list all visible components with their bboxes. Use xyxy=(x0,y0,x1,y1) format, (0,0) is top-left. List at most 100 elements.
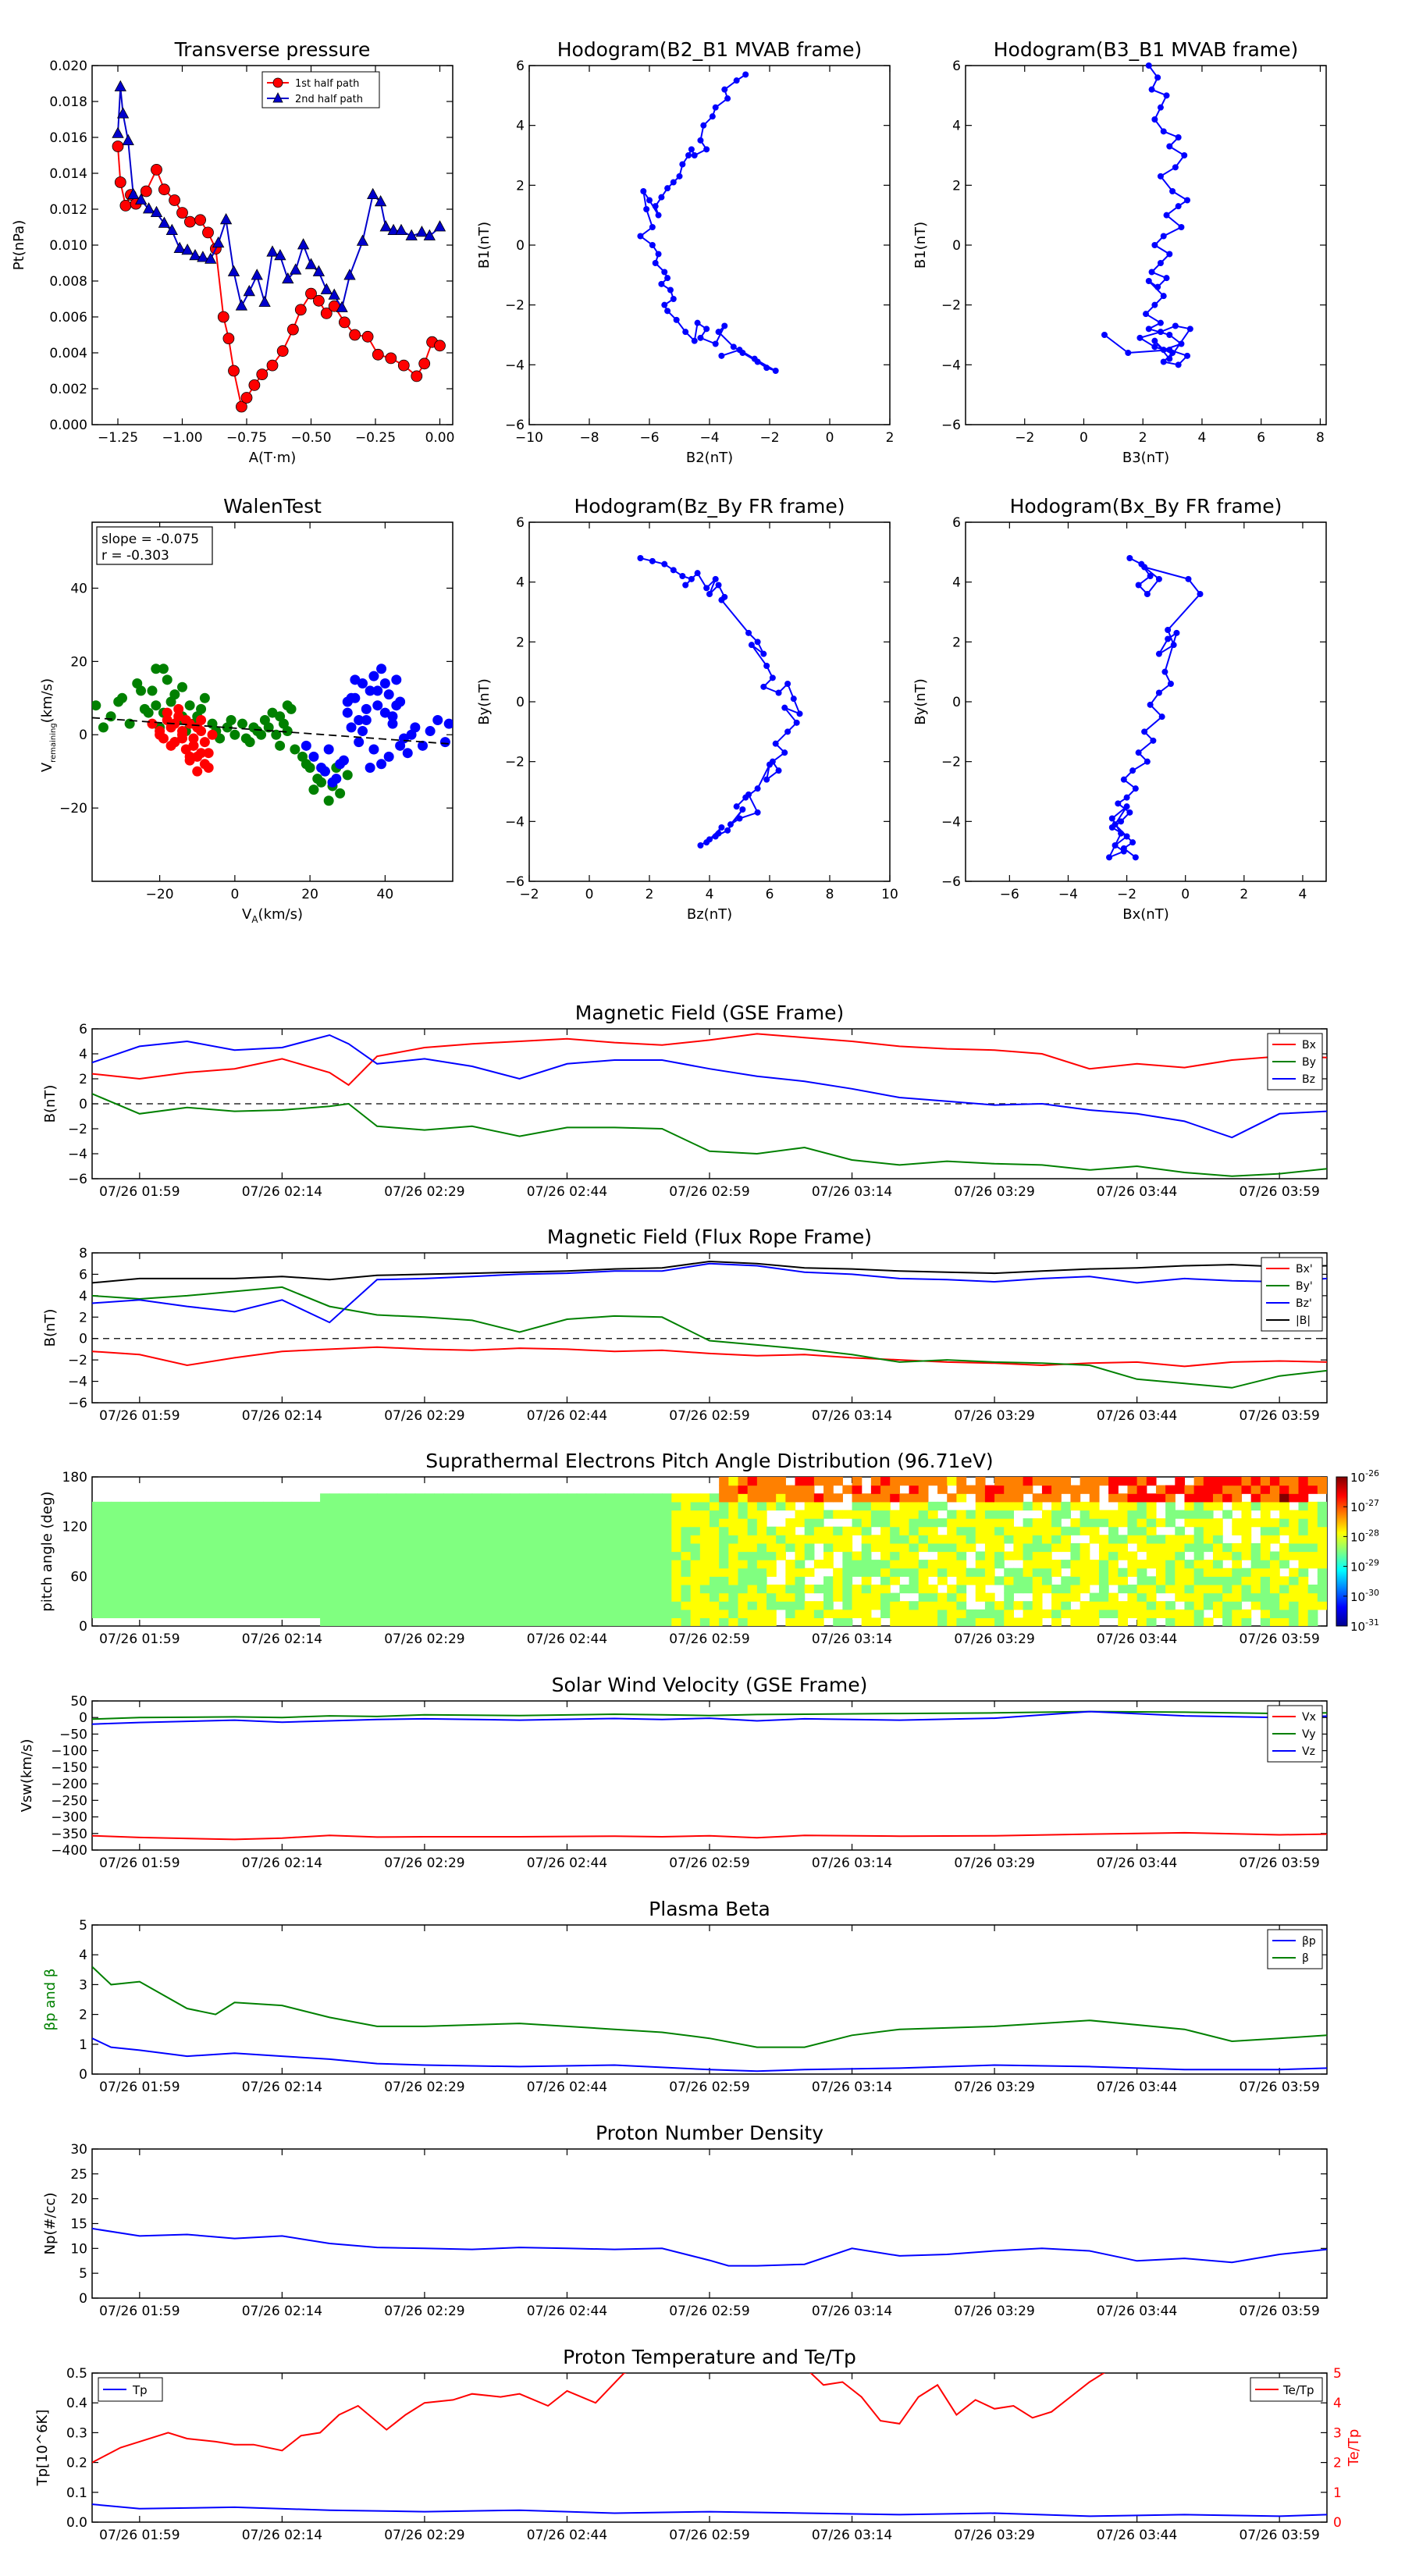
heatmap-cell xyxy=(462,1518,473,1528)
heatmap-cell xyxy=(1004,1477,1015,1486)
heatmap-cell xyxy=(785,1493,796,1503)
heatmap-cell xyxy=(1080,1617,1090,1626)
heatmap-cell xyxy=(111,1584,122,1594)
heatmap-cell xyxy=(196,1592,207,1602)
heatmap-cell xyxy=(548,1501,558,1511)
heatmap-cell xyxy=(899,1542,910,1553)
y-tick-label: 2 xyxy=(79,1310,87,1325)
heatmap-cell xyxy=(443,1584,454,1594)
heatmap-cell xyxy=(1203,1560,1214,1569)
y-axis-label: B(nT) xyxy=(42,1309,59,1347)
heatmap-cell xyxy=(738,1526,749,1535)
heatmap-cell xyxy=(443,1526,454,1535)
heatmap-cell xyxy=(1136,1510,1147,1519)
heatmap-cell xyxy=(377,1518,387,1528)
heatmap-cell xyxy=(1307,1501,1318,1511)
scatter-point xyxy=(308,785,319,795)
heatmap-cell xyxy=(282,1518,293,1528)
heatmap-cell xyxy=(348,1551,359,1560)
data-point xyxy=(646,197,653,204)
heatmap-cell xyxy=(177,1501,188,1511)
heatmap-cell xyxy=(329,1567,340,1577)
heatmap-cell xyxy=(424,1493,435,1503)
heatmap-cell xyxy=(671,1510,682,1519)
heatmap-cell xyxy=(310,1567,321,1577)
y-tick-label: 0.5 xyxy=(66,2366,87,2382)
heatmap-cell xyxy=(1193,1560,1204,1569)
x-tick-label: 8 xyxy=(1316,430,1325,446)
data-point xyxy=(304,258,318,269)
heatmap-cell xyxy=(1155,1576,1166,1585)
heatmap-cell xyxy=(377,1609,387,1618)
heatmap-cell xyxy=(918,1567,929,1577)
heatmap-cell xyxy=(206,1526,216,1535)
heatmap-cell xyxy=(263,1584,273,1594)
heatmap-cell xyxy=(348,1584,359,1594)
heatmap-cell xyxy=(652,1542,663,1553)
heatmap-cell xyxy=(1250,1501,1261,1511)
heatmap-cell xyxy=(329,1584,340,1594)
x-tick-label: 07/26 03:29 xyxy=(954,2304,1034,2319)
colorbar-label: 10-27 xyxy=(1350,1498,1379,1514)
heatmap-cell xyxy=(405,1617,416,1626)
x-tick-label: 07/26 03:29 xyxy=(954,2080,1034,2095)
heatmap-cell xyxy=(1260,1535,1271,1544)
heatmap-cell xyxy=(785,1617,796,1626)
heatmap-cell xyxy=(984,1510,995,1519)
series-line xyxy=(1104,66,1192,366)
heatmap-cell xyxy=(595,1567,606,1577)
heatmap-cell xyxy=(1070,1609,1081,1618)
heatmap-cell xyxy=(1298,1526,1309,1535)
heatmap-cell xyxy=(1289,1535,1300,1544)
heatmap-cell xyxy=(130,1510,140,1519)
heatmap-cell xyxy=(1070,1560,1081,1569)
heatmap-cell xyxy=(348,1617,359,1626)
data-point xyxy=(415,226,429,237)
heatmap-cell xyxy=(462,1535,473,1544)
heatmap-cell xyxy=(767,1535,777,1544)
heatmap-cell xyxy=(956,1592,967,1602)
y2-tick-label: 1 xyxy=(1333,2485,1342,2501)
heatmap-cell xyxy=(1222,1510,1232,1519)
heatmap-cell xyxy=(453,1551,464,1560)
heatmap-cell xyxy=(357,1576,368,1585)
heatmap-cell xyxy=(975,1576,986,1585)
heatmap-cell xyxy=(187,1560,197,1569)
heatmap-cell xyxy=(614,1592,625,1602)
heatmap-cell xyxy=(405,1601,416,1610)
scatter-point xyxy=(92,700,101,711)
heatmap-cell xyxy=(1098,1560,1109,1569)
heatmap-cell xyxy=(1193,1617,1204,1626)
heatmap-cell xyxy=(1032,1609,1043,1618)
heatmap-cell xyxy=(785,1609,796,1618)
data-point xyxy=(1181,152,1188,158)
heatmap-cell xyxy=(481,1617,492,1626)
series-line xyxy=(92,2373,627,2464)
heatmap-cell xyxy=(785,1560,796,1569)
heatmap-cell xyxy=(1241,1542,1252,1553)
heatmap-cell xyxy=(139,1518,150,1528)
heatmap-cell xyxy=(567,1601,578,1610)
heatmap-cell xyxy=(909,1477,919,1486)
heatmap-cell xyxy=(909,1584,919,1594)
heatmap-cell xyxy=(1013,1584,1024,1594)
heatmap-cell xyxy=(576,1501,587,1511)
heatmap-cell xyxy=(462,1567,473,1577)
heatmap-cell xyxy=(339,1493,350,1503)
heatmap-cell xyxy=(671,1567,682,1577)
heatmap-cell xyxy=(899,1551,910,1560)
y-tick-label: −2 xyxy=(941,298,961,314)
heatmap-cell xyxy=(1155,1535,1166,1544)
heatmap-cell xyxy=(690,1584,701,1594)
heatmap-cell xyxy=(671,1584,682,1594)
heatmap-cell xyxy=(253,1609,264,1618)
heatmap-cell xyxy=(728,1601,739,1610)
heatmap-cell xyxy=(434,1535,444,1544)
heatmap-cell xyxy=(728,1609,739,1618)
heatmap-cell xyxy=(329,1526,340,1535)
heatmap-cell xyxy=(405,1576,416,1585)
x-tick-label: 07/26 02:59 xyxy=(669,1408,749,1424)
heatmap-cell xyxy=(975,1592,986,1602)
heatmap-cell xyxy=(528,1592,539,1602)
heatmap-cell xyxy=(1146,1551,1157,1560)
